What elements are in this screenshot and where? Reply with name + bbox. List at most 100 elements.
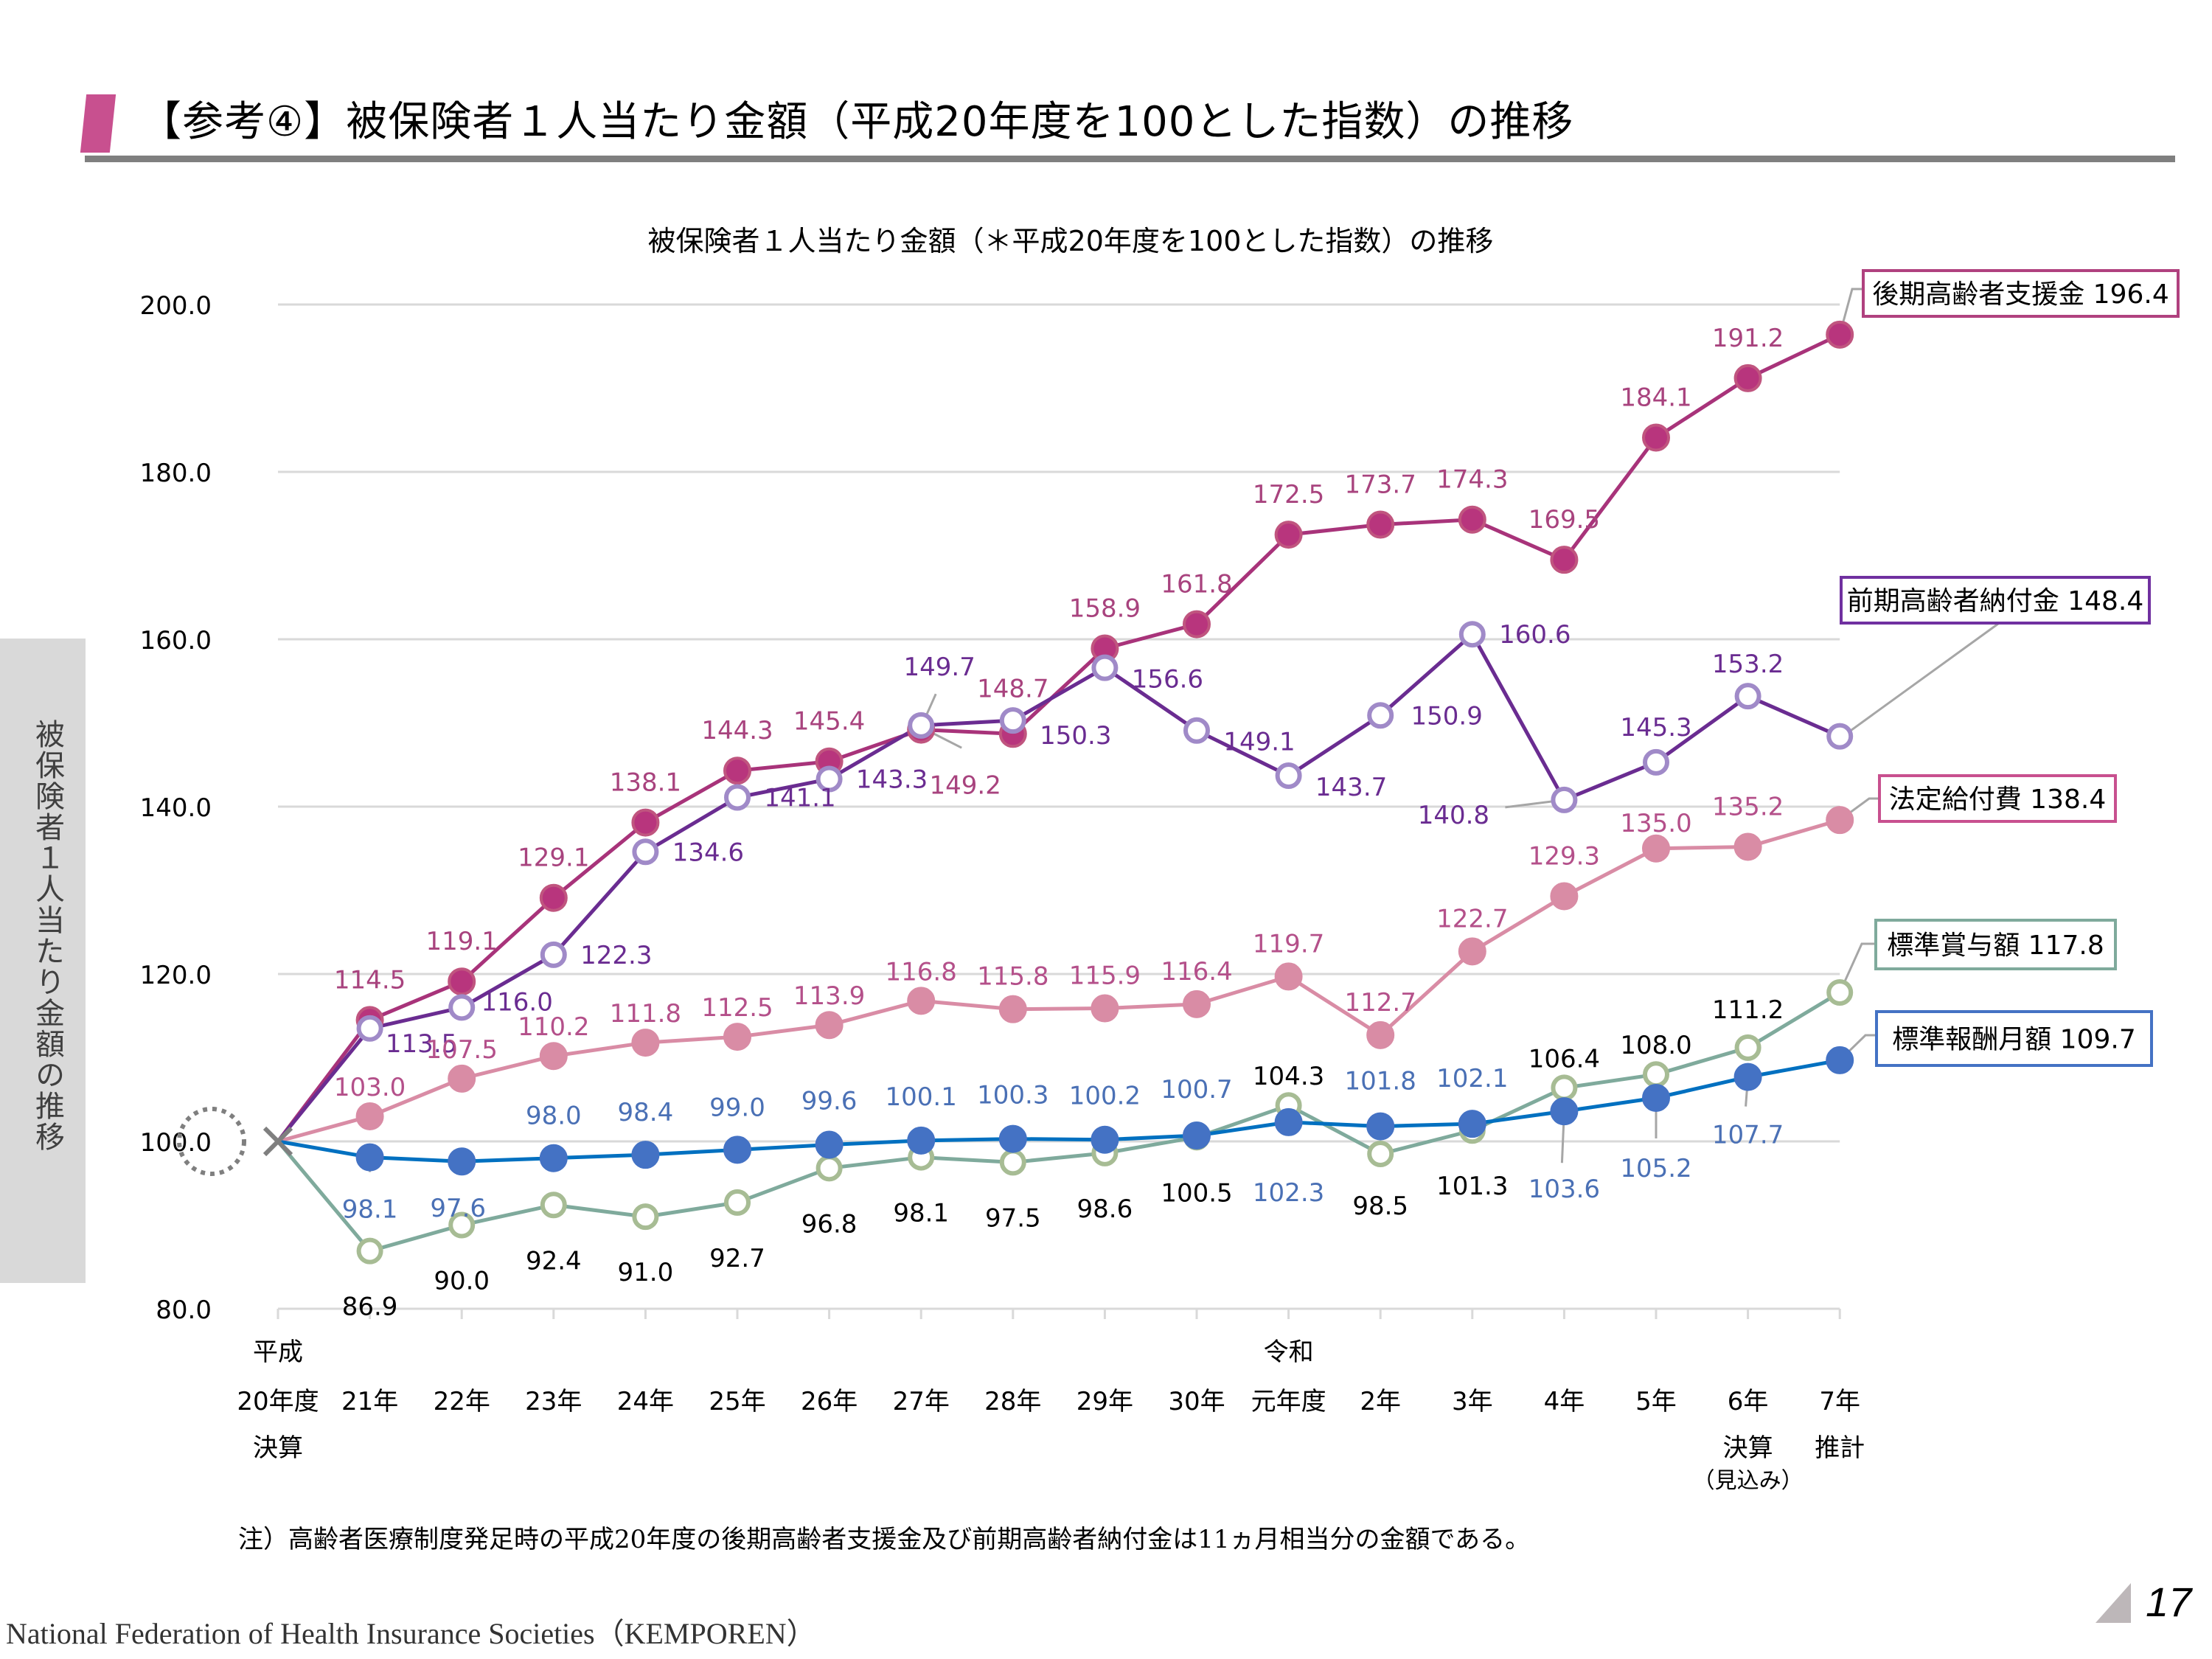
data-point	[815, 765, 843, 793]
data-point	[1366, 1020, 1395, 1049]
data-label: 105.2	[1620, 1154, 1691, 1183]
series-line	[276, 632, 1841, 1143]
data-point	[448, 1147, 476, 1176]
data-point	[539, 1144, 568, 1172]
data-label: 108.0	[1620, 1031, 1691, 1060]
data-label: 99.6	[801, 1087, 858, 1116]
legend-label: 後期高齢者支援金 196.4	[1872, 279, 2169, 310]
data-label: 111.2	[1712, 995, 1784, 1025]
data-label: 122.3	[580, 941, 652, 970]
legend-leader-line	[1838, 288, 1863, 335]
data-label: 122.7	[1436, 904, 1508, 933]
y-tick-label: 100.0	[140, 1128, 212, 1158]
data-label: 173.7	[1345, 470, 1416, 500]
data-label: 156.6	[1132, 665, 1203, 695]
x-tick-label: 3年	[1452, 1387, 1493, 1416]
data-label: 100.5	[1161, 1178, 1232, 1208]
data-label: 184.1	[1620, 383, 1691, 412]
x-tick-label: 21年	[341, 1387, 398, 1416]
data-label: 98.1	[342, 1195, 398, 1225]
data-label: 115.8	[977, 962, 1048, 992]
data-label: 140.8	[1418, 801, 1489, 830]
data-label: 158.9	[1069, 594, 1141, 623]
x-tick-label: 5年	[1635, 1387, 1677, 1416]
data-label: 98.4	[618, 1098, 674, 1127]
data-label: 90.0	[434, 1267, 490, 1296]
data-point	[1550, 882, 1579, 911]
data-label: 115.9	[1069, 961, 1141, 991]
data-label: 169.5	[1528, 505, 1600, 535]
data-label: 145.3	[1620, 713, 1691, 742]
data-label: 113.9	[793, 981, 865, 1011]
legend-label: 法定給付費 138.4	[1889, 785, 2107, 815]
data-point	[1826, 1046, 1854, 1074]
x-tick-label: 6年	[1728, 1387, 1769, 1416]
data-point	[1550, 1097, 1579, 1126]
data-point	[999, 1149, 1026, 1176]
data-point	[1458, 937, 1486, 966]
legend-box	[1878, 774, 2117, 823]
x-tick-label: 2年	[1360, 1387, 1401, 1416]
data-label: 99.0	[709, 1093, 765, 1122]
side-panel	[0, 639, 86, 1283]
data-label: 160.6	[1499, 620, 1571, 650]
data-point	[1733, 1062, 1762, 1091]
data-point	[631, 1141, 660, 1169]
data-point	[1091, 654, 1119, 681]
data-label: 149.1	[1223, 728, 1295, 757]
data-point	[448, 994, 476, 1021]
data-label: 100.2	[1069, 1082, 1141, 1111]
y-tick-label: 180.0	[140, 459, 212, 488]
data-point	[999, 707, 1026, 734]
data-point	[815, 1130, 844, 1159]
x-tick-label: 推計	[1815, 1433, 1865, 1463]
legend-box	[1862, 269, 2180, 318]
data-point	[1642, 834, 1670, 863]
x-tick-label: 平成	[253, 1338, 303, 1367]
legend-box	[1874, 919, 2117, 970]
y-tick-label: 140.0	[140, 793, 212, 823]
data-point	[1274, 1107, 1303, 1136]
series-line	[276, 990, 1841, 1253]
data-label: 103.6	[1528, 1175, 1600, 1204]
data-label: 101.8	[1345, 1067, 1416, 1096]
data-point	[448, 1211, 476, 1239]
x-tick-label: 22年	[434, 1387, 490, 1416]
x-tick-label: 23年	[525, 1387, 582, 1416]
data-point	[1734, 1034, 1761, 1061]
data-label: 100.1	[886, 1082, 957, 1112]
data-point	[1733, 832, 1762, 861]
legend-leader-line	[1838, 942, 1876, 993]
x-tick-label: 25年	[709, 1387, 765, 1416]
y-tick-label: 160.0	[140, 626, 212, 655]
x-tick-label: 決算	[253, 1433, 303, 1463]
data-point	[1551, 1074, 1578, 1102]
data-point	[540, 941, 567, 968]
x-tick-label: 7年	[1819, 1387, 1860, 1416]
side-label: 被保険者１人当たり金額の推移	[30, 719, 64, 1152]
data-label: 111.8	[610, 999, 681, 1029]
data-point	[723, 757, 751, 785]
series-line	[277, 818, 1840, 1144]
data-point	[1826, 978, 1854, 1006]
y-tick-label: 200.0	[140, 291, 212, 321]
data-point	[1458, 505, 1486, 534]
series-line	[277, 1058, 1840, 1164]
data-label: 98.6	[1077, 1194, 1133, 1224]
data-point	[723, 1023, 751, 1051]
data-label: 134.6	[672, 838, 744, 867]
data-label: 102.3	[1253, 1178, 1324, 1208]
data-point	[1274, 521, 1303, 549]
data-point	[1458, 621, 1486, 648]
data-point	[815, 1155, 843, 1182]
data-label: 149.7	[904, 653, 975, 682]
data-label: 104.3	[1253, 1062, 1324, 1091]
data-label: 96.8	[801, 1209, 858, 1239]
data-label: 114.5	[334, 965, 406, 995]
data-point	[539, 1042, 568, 1071]
data-point	[1826, 320, 1854, 349]
data-label: 141.1	[764, 784, 835, 813]
data-point	[1642, 1083, 1670, 1112]
data-point	[1826, 723, 1854, 750]
footnote: 注）高齢者医療制度発足時の平成20年度の後期高齢者支援金及び前期高齢者納付金は1…	[238, 1525, 1531, 1554]
